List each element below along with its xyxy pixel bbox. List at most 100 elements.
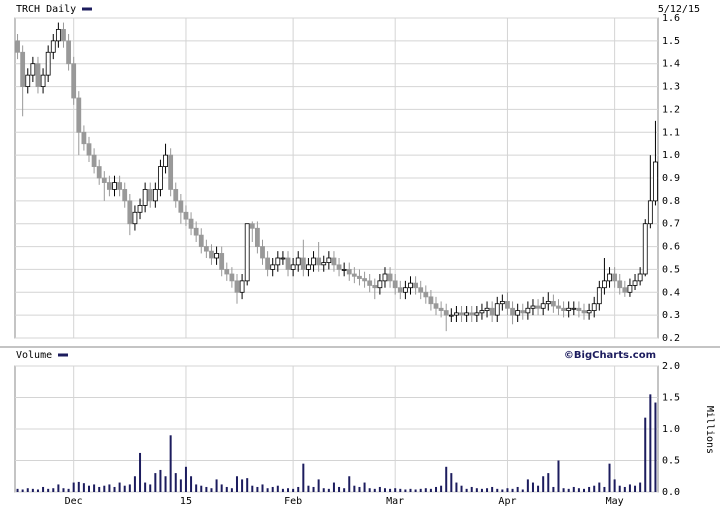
volume-bar xyxy=(394,488,397,492)
volume-bar xyxy=(210,488,213,492)
candle-body xyxy=(530,305,536,309)
volume-bar xyxy=(159,469,162,492)
y-tick-label: 2.0 xyxy=(662,361,680,372)
x-tick-label: 15 xyxy=(180,496,192,507)
candle-body xyxy=(183,211,189,220)
candle-body xyxy=(326,257,332,263)
volume-bar xyxy=(526,479,529,492)
volume-bar xyxy=(368,488,371,492)
candle-body xyxy=(607,273,612,282)
volume-bar xyxy=(225,486,228,492)
candle-body xyxy=(214,253,219,259)
candle-body xyxy=(285,257,291,270)
volume-bar xyxy=(353,485,356,492)
candle-body xyxy=(627,285,633,293)
candle-body xyxy=(239,280,245,293)
volume-bar xyxy=(179,479,182,492)
volume-bar xyxy=(516,486,519,492)
volume-bar xyxy=(419,488,422,492)
volume-bar xyxy=(21,489,24,492)
y-tick-label: 0.0 xyxy=(662,487,680,498)
volume-bar xyxy=(261,484,264,492)
candle-body xyxy=(362,278,367,282)
candle-body xyxy=(556,305,561,309)
volume-bar xyxy=(445,466,448,492)
volume-bar xyxy=(169,435,172,492)
volume-bar xyxy=(72,482,75,492)
volume-bar xyxy=(164,476,167,492)
y-tick-label: 0.8 xyxy=(662,196,680,207)
volume-bar xyxy=(470,486,473,492)
y-tick-label: 1.2 xyxy=(662,104,680,115)
volume-bar xyxy=(230,488,233,492)
candle-body xyxy=(30,63,36,76)
candle-body xyxy=(249,223,255,229)
candle-body xyxy=(464,312,470,316)
candle-body xyxy=(382,273,388,282)
volume-bar xyxy=(414,489,417,492)
volume-bar xyxy=(52,488,55,492)
candle-body xyxy=(566,307,572,311)
volume-bar xyxy=(108,484,111,492)
volume-bar xyxy=(123,485,126,492)
candle-body xyxy=(101,177,107,183)
candle-body xyxy=(525,307,531,314)
candle-body xyxy=(448,314,454,317)
volume-bar xyxy=(603,486,606,492)
candle-body xyxy=(499,301,505,305)
candle-body xyxy=(219,253,225,270)
candle-body xyxy=(622,287,628,293)
volume-bar xyxy=(174,473,177,492)
volume-bar xyxy=(486,488,489,492)
volume-bar xyxy=(588,486,591,492)
candle-body xyxy=(433,303,439,309)
volume-bar xyxy=(654,402,657,492)
volume-bar xyxy=(317,479,320,492)
x-tick-label: Dec xyxy=(65,496,83,507)
volume-bar xyxy=(435,486,438,492)
candle-body xyxy=(576,307,582,311)
candle-body xyxy=(25,74,31,87)
volume-bar xyxy=(184,466,187,492)
candle-body xyxy=(642,223,648,275)
candle-body xyxy=(132,211,138,225)
candle-body xyxy=(357,275,362,279)
candle-body xyxy=(545,301,551,305)
candle-body xyxy=(275,257,281,266)
volume-bar xyxy=(82,483,85,492)
volume-bar xyxy=(292,488,295,492)
volume-bar xyxy=(480,488,483,492)
candle-body xyxy=(612,273,618,282)
candle-body xyxy=(428,296,434,305)
volume-bar xyxy=(149,484,152,492)
volume-bar xyxy=(521,489,524,492)
candle-body xyxy=(61,29,66,42)
volume-bar xyxy=(639,482,642,492)
y-tick-label: 0.4 xyxy=(662,287,680,298)
volume-bar xyxy=(42,486,45,492)
candle-body xyxy=(367,280,373,286)
candle-body xyxy=(112,182,117,190)
candle-body xyxy=(127,200,133,225)
candle-body xyxy=(602,280,607,289)
candle-body xyxy=(647,200,653,225)
volume-bar xyxy=(332,482,335,492)
candle-body xyxy=(188,218,194,229)
volume-bar xyxy=(501,489,504,492)
candle-body xyxy=(163,154,168,167)
candle-body xyxy=(152,189,158,202)
chart-date: 5/12/15 xyxy=(658,4,700,15)
volume-bar xyxy=(62,488,65,492)
candle-body xyxy=(351,273,357,277)
candle-body xyxy=(244,223,250,282)
candle-body xyxy=(107,182,112,190)
candle-body xyxy=(173,189,179,202)
volume-bar xyxy=(429,488,432,492)
volume-bar xyxy=(450,473,453,492)
candle-body xyxy=(402,287,408,293)
volume-bar xyxy=(205,486,208,492)
candle-body xyxy=(459,312,464,316)
candle-body xyxy=(260,246,265,259)
candle-body xyxy=(397,287,403,293)
y-tick-label: 1.5 xyxy=(662,36,680,47)
